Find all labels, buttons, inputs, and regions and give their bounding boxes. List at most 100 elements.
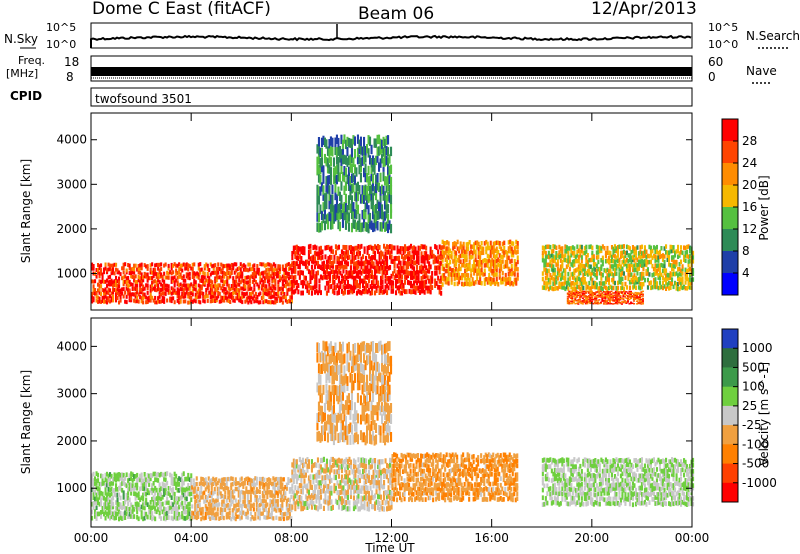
scatter-cell bbox=[288, 503, 291, 508]
scatter-cell bbox=[402, 250, 405, 256]
scatter-cell bbox=[124, 515, 127, 520]
scatter-cell bbox=[387, 157, 390, 167]
scatter-cell bbox=[622, 258, 625, 264]
scatter-cell bbox=[593, 293, 596, 295]
scatter-cell bbox=[277, 266, 280, 271]
scatter-cell bbox=[568, 296, 571, 298]
scatter-cell bbox=[614, 293, 617, 295]
scatter-cell bbox=[199, 300, 202, 305]
scatter-cell bbox=[200, 284, 203, 289]
scatter-cell bbox=[242, 502, 245, 507]
scatter-cell bbox=[381, 154, 384, 164]
scatter-cell bbox=[211, 294, 214, 299]
scatter-cell bbox=[441, 282, 444, 287]
scatter-cell bbox=[444, 246, 447, 251]
scatter-cell bbox=[215, 298, 218, 303]
scatter-cell bbox=[300, 246, 303, 252]
scatter-cell bbox=[290, 516, 293, 521]
scatter-cell bbox=[374, 283, 377, 289]
scatter-cell bbox=[312, 273, 315, 279]
scatter-cell bbox=[155, 477, 158, 483]
scatter-cell bbox=[207, 501, 210, 507]
scatter-cell bbox=[486, 259, 489, 264]
scatter-cell bbox=[167, 275, 170, 280]
scatter-cell bbox=[544, 262, 547, 268]
scatter-cell bbox=[604, 299, 607, 301]
scatter-cell bbox=[325, 245, 328, 250]
scatter-cell bbox=[184, 278, 187, 283]
scatter-cell bbox=[262, 288, 265, 293]
scatter-cell bbox=[345, 506, 348, 512]
scatter-cell bbox=[675, 259, 678, 265]
scatter-cell bbox=[547, 254, 550, 260]
scatter-cell bbox=[565, 249, 568, 254]
scatter-cell bbox=[235, 268, 238, 273]
scatter-cell bbox=[336, 259, 339, 265]
scatter-cell bbox=[351, 258, 354, 264]
scatter-cell bbox=[572, 293, 575, 295]
scatter-cell bbox=[503, 245, 506, 251]
scatter-cell bbox=[613, 244, 616, 249]
scatter-cell bbox=[590, 296, 593, 298]
scatter-cell bbox=[275, 476, 278, 482]
scatter-cell bbox=[628, 290, 631, 293]
scatter-cell bbox=[651, 255, 654, 261]
scatter-cell bbox=[658, 280, 661, 285]
scatter-cell bbox=[640, 271, 643, 277]
scatter-cell bbox=[635, 303, 638, 305]
scatter-cell bbox=[133, 491, 136, 496]
scatter-cell bbox=[306, 504, 309, 510]
scatter-cell bbox=[207, 493, 210, 499]
scatter-cell bbox=[371, 290, 374, 296]
scatter-cell bbox=[354, 284, 357, 290]
scatter-cell bbox=[355, 245, 358, 251]
scatter-cell bbox=[443, 273, 446, 278]
scatter-cell bbox=[266, 262, 269, 267]
scatter-cell bbox=[544, 281, 547, 286]
scatter-cell bbox=[488, 272, 491, 278]
scatter-cell bbox=[333, 285, 336, 290]
scatter-cell bbox=[316, 457, 319, 463]
scatter-cell bbox=[348, 484, 351, 490]
scatter-cell bbox=[549, 280, 552, 285]
scatter-cell bbox=[269, 295, 272, 300]
scatter-cell bbox=[459, 253, 462, 259]
scatter-cell bbox=[234, 512, 237, 517]
scatter-cell bbox=[692, 277, 695, 282]
scatter-cell bbox=[369, 290, 372, 296]
scatter-cell bbox=[684, 253, 687, 258]
scatter-cell bbox=[574, 286, 577, 292]
scatter-cell bbox=[257, 498, 260, 503]
scatter-cell bbox=[309, 285, 312, 291]
scatter-cell bbox=[131, 266, 134, 271]
scatter-cell bbox=[190, 497, 193, 503]
scatter-cell bbox=[243, 503, 246, 508]
scatter-cell bbox=[316, 222, 319, 232]
scatter-cell bbox=[581, 293, 584, 295]
scatter-cell bbox=[616, 249, 619, 254]
scatter-cell bbox=[195, 511, 198, 516]
scatter-cell bbox=[219, 491, 222, 496]
scatter-cell bbox=[509, 271, 512, 277]
scatter-cell bbox=[642, 275, 645, 280]
scatter-cell bbox=[622, 291, 625, 293]
scatter-cell bbox=[149, 267, 152, 272]
scatter-cell bbox=[358, 269, 361, 275]
scatter-cell bbox=[592, 293, 595, 295]
scatter-cell bbox=[510, 249, 513, 254]
scatter-cell bbox=[210, 486, 213, 491]
scatter-cell bbox=[680, 272, 683, 277]
scatter-cell bbox=[269, 291, 272, 296]
scatter-cell bbox=[199, 284, 202, 289]
scatter-cell bbox=[268, 291, 271, 295]
scatter-cell bbox=[337, 457, 340, 463]
scatter-cell bbox=[309, 494, 312, 500]
scatter-cell bbox=[110, 291, 113, 296]
scatter-cell bbox=[396, 249, 399, 255]
scatter-cell bbox=[622, 298, 625, 300]
scatter-cell bbox=[301, 246, 304, 251]
scatter-cell bbox=[115, 473, 118, 479]
scatter-cell bbox=[601, 296, 604, 298]
scatter-cell bbox=[369, 212, 372, 223]
scatter-cell bbox=[631, 245, 634, 250]
